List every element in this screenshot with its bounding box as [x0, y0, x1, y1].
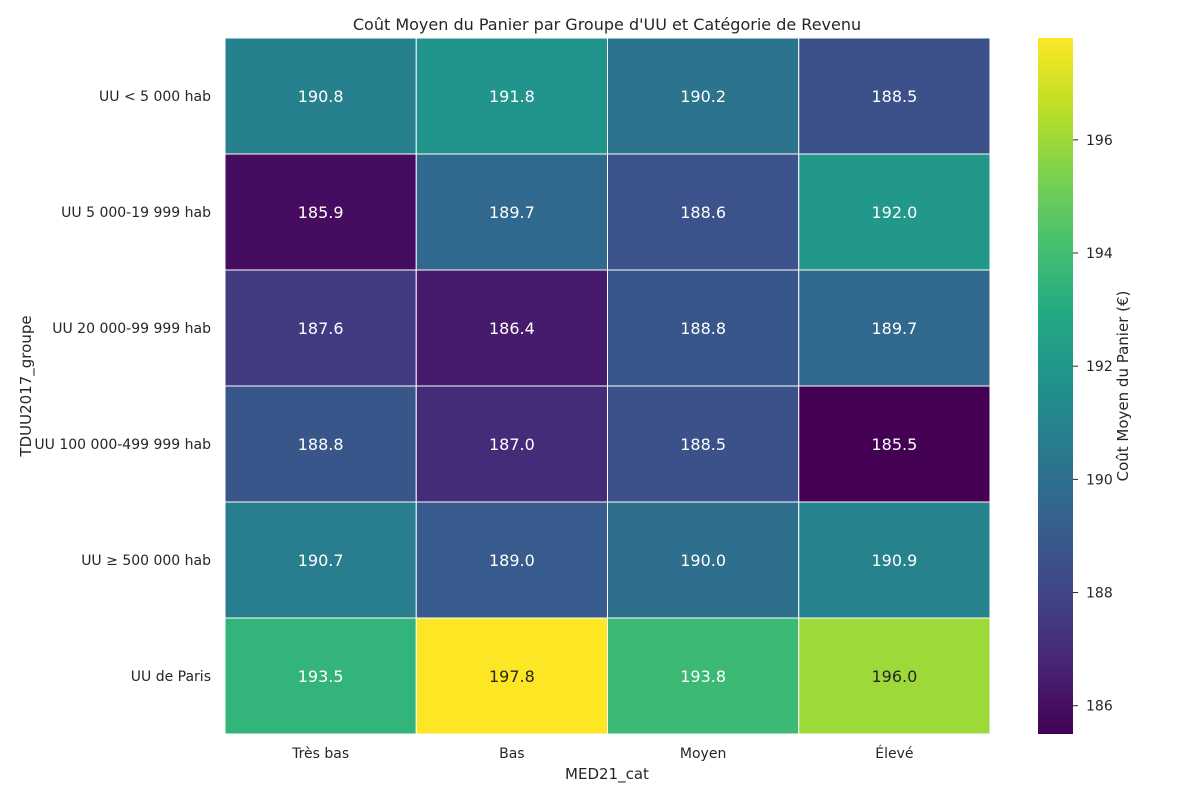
- colorbar-tick-label: 194: [1086, 246, 1113, 262]
- cell-value-label: 193.5: [298, 667, 344, 686]
- cell-value-label: 190.7: [298, 551, 344, 570]
- colorbar-tick-label: 192: [1086, 359, 1113, 375]
- heatmap-cell: [415, 385, 608, 503]
- heatmap-cell: [224, 617, 417, 735]
- colorbar-tick-label: 188: [1086, 586, 1113, 602]
- heatmap-cell: [224, 37, 417, 155]
- y-tick-label: UU ≥ 500 000 hab: [81, 553, 211, 569]
- heatmap-cell: [607, 617, 800, 735]
- colorbar-tick-label: 190: [1086, 472, 1113, 488]
- cell-value-label: 192.0: [871, 203, 917, 222]
- cell-value-label: 191.8: [489, 87, 535, 106]
- cell-value-label: 187.0: [489, 435, 535, 454]
- y-tick-label: UU < 5 000 hab: [99, 89, 211, 105]
- y-tick-label: UU 100 000-499 999 hab: [34, 437, 211, 453]
- colorbar: [1038, 38, 1073, 734]
- cell-value-label: 188.5: [680, 435, 726, 454]
- heatmap-cell: [415, 153, 608, 271]
- cell-value-label: 193.8: [680, 667, 726, 686]
- x-tick-label: Moyen: [680, 746, 726, 762]
- cell-value-label: 188.8: [298, 435, 344, 454]
- cell-value-label: 190.2: [680, 87, 726, 106]
- cell-value-label: 187.6: [298, 319, 344, 338]
- colorbar-tick-label: 196: [1086, 133, 1113, 149]
- cell-value-label: 190.9: [871, 551, 917, 570]
- x-tick-label: Élevé: [875, 745, 913, 762]
- colorbar-ticks: 186 188 190 192 194 196: [1073, 133, 1113, 715]
- cell-value-label: 185.9: [298, 203, 344, 222]
- chart-title: Coût Moyen du Panier par Groupe d'UU et …: [353, 15, 861, 34]
- heatmap-cell: [798, 385, 991, 503]
- heatmap-cell: [415, 37, 608, 155]
- heatmap-cell: [224, 153, 417, 271]
- x-axis-label: MED21_cat: [565, 765, 649, 784]
- heatmap-cell: [798, 501, 991, 619]
- heatmap-cell: [798, 37, 991, 155]
- heatmap-cells: 190.8 191.8 190.2 188.5 185.9 189.7 188.6 192.0…: [224, 37, 991, 735]
- y-tick-label: UU de Paris: [131, 669, 211, 685]
- x-tick-label: Très bas: [291, 746, 349, 762]
- cell-value-label: 197.8: [489, 667, 535, 686]
- colorbar-label: Coût Moyen du Panier (€): [1114, 291, 1132, 482]
- heatmap-cell: [415, 617, 608, 735]
- cell-value-label: 188.8: [680, 319, 726, 338]
- heatmap-cell: [415, 269, 608, 387]
- cell-value-label: 189.7: [871, 319, 917, 338]
- heatmap-cell: [607, 501, 800, 619]
- cell-value-label: 190.8: [298, 87, 344, 106]
- cell-value-label: 196.0: [871, 667, 917, 686]
- heatmap-cell: [798, 269, 991, 387]
- cell-value-label: 189.0: [489, 551, 535, 570]
- x-tick-label: Bas: [499, 746, 524, 762]
- heatmap-cell: [607, 153, 800, 271]
- cell-value-label: 186.4: [489, 319, 535, 338]
- y-axis-label: TDUU2017_groupe: [17, 315, 36, 457]
- heatmap-cell: [607, 37, 800, 155]
- y-axis-ticks: UU < 5 000 hab UU 5 000-19 999 hab UU 20 0…: [34, 89, 211, 685]
- cell-value-label: 188.5: [871, 87, 917, 106]
- cell-value-label: 189.7: [489, 203, 535, 222]
- cell-value-label: 190.0: [680, 551, 726, 570]
- heatmap-cell: [224, 501, 417, 619]
- heatmap-cell: [798, 153, 991, 271]
- y-tick-label: UU 20 000-99 999 hab: [52, 321, 211, 337]
- colorbar-tick-label: 186: [1086, 699, 1113, 715]
- heatmap-cell: [798, 617, 991, 735]
- cell-value-label: 185.5: [871, 435, 917, 454]
- x-axis-ticks: Très bas Bas Moyen Élevé: [291, 745, 913, 762]
- y-tick-label: UU 5 000-19 999 hab: [61, 205, 211, 221]
- heatmap-cell: [415, 501, 608, 619]
- heatmap-cell: [224, 385, 417, 503]
- cell-value-label: 188.6: [680, 203, 726, 222]
- heatmap-cell: [607, 385, 800, 503]
